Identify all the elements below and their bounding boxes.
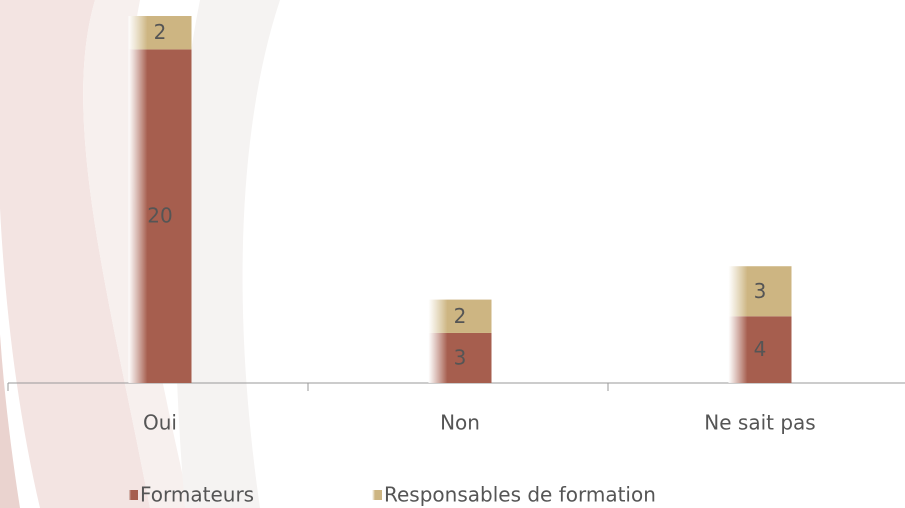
bar-segment (728, 316, 792, 383)
bar-segment (128, 49, 192, 383)
legend-label: Responsables de formation (384, 483, 656, 507)
data-label: 4 (754, 337, 767, 361)
x-tick-label: Oui (143, 411, 177, 435)
bar-segment (128, 16, 192, 50)
x-tick-label: Ne sait pas (704, 411, 815, 435)
data-label: 2 (454, 304, 467, 328)
bar-segment (728, 266, 792, 317)
x-tick-label: Non (440, 411, 480, 435)
plot-area: Oui 20 2 Non 3 2 Ne sait pas 4 3 Formateurs Respon… (7, 16, 905, 507)
data-label: 2 (154, 20, 167, 44)
bar-segment (428, 299, 492, 333)
data-label: 20 (147, 204, 172, 228)
legend-swatch (128, 490, 138, 500)
data-label: 3 (454, 345, 467, 369)
bar-segment (428, 332, 492, 383)
legend-label: Formateurs (140, 483, 254, 507)
data-label: 3 (754, 279, 767, 303)
legend-swatch (372, 490, 382, 500)
